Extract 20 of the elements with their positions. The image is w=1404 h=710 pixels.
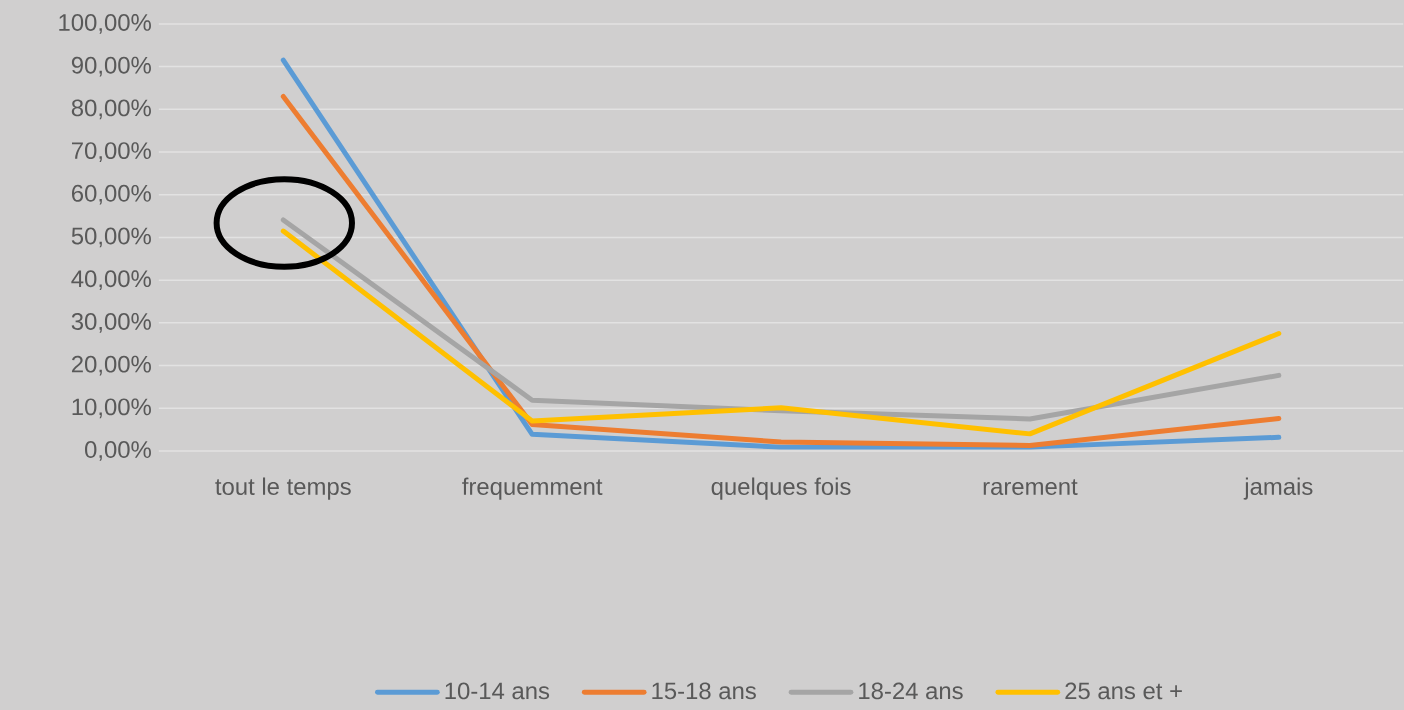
x-tick-label: tout le temps bbox=[215, 477, 351, 500]
y-tick-label: 30,00% bbox=[71, 312, 151, 333]
x-tick-label: rarement bbox=[983, 479, 1078, 495]
x-tick-label: frequemment bbox=[462, 477, 603, 500]
y-tick-label: 0,00% bbox=[85, 441, 151, 461]
y-tick-label: 60,00% bbox=[72, 184, 151, 205]
x-tick-label: quelques fois bbox=[711, 477, 851, 500]
legend-label: 25 ans et + bbox=[1065, 682, 1182, 700]
legend-label: 15-18 ans bbox=[652, 682, 756, 700]
y-tick-label: 90,00% bbox=[71, 56, 151, 77]
y-tick-label: 20,00% bbox=[71, 355, 151, 376]
y-tick-label: 80,00% bbox=[71, 99, 151, 120]
x-tick-label: jamais bbox=[1243, 477, 1313, 500]
y-tick-label: 40,00% bbox=[71, 270, 151, 290]
legend-label: 10-14 ans bbox=[445, 682, 550, 700]
y-tick-label: 10,00% bbox=[72, 398, 151, 419]
y-tick-label: 100,00% bbox=[59, 14, 151, 34]
y-tick-label: 70,00% bbox=[72, 142, 151, 162]
y-tick-label: 50,00% bbox=[71, 227, 151, 248]
legend-label: 18-24 ans bbox=[859, 682, 963, 700]
